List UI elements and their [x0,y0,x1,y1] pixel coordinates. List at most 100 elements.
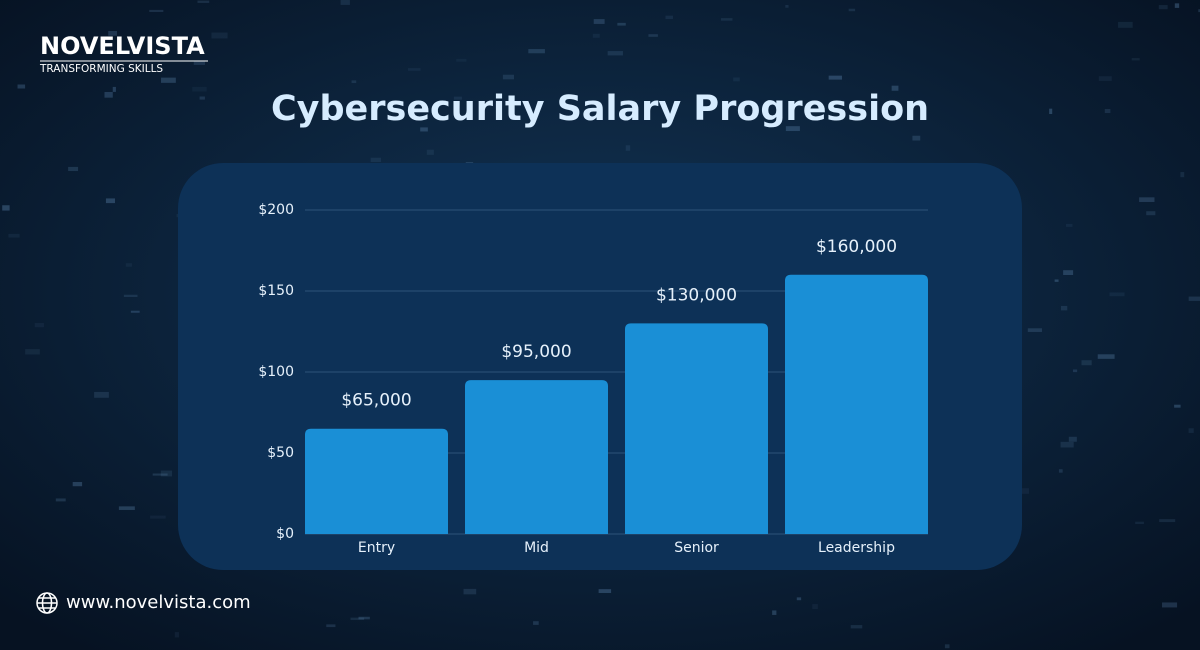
deco-dot [592,33,600,38]
deco-dot [1159,519,1176,523]
deco-dot [149,9,164,12]
deco-dot [607,51,623,56]
deco-dot [123,294,138,298]
deco-dot [197,0,210,3]
x-tick-label: Entry [358,540,395,556]
deco-dot [665,15,673,20]
deco-dot [720,18,733,21]
bar [785,274,928,534]
deco-dot [1058,469,1063,473]
deco-dot [150,515,166,519]
deco-dot [104,91,113,98]
deco-dot [407,68,421,71]
deco-dot [593,19,605,24]
deco-dot [812,604,818,610]
deco-dot [1068,436,1077,442]
deco-dot [1131,58,1140,61]
deco-dot [1104,109,1111,114]
deco-dot [1081,360,1092,366]
deco-dot [828,75,842,80]
deco-dot [1063,270,1074,276]
deco-dot [1060,441,1074,448]
deco-dot [1109,292,1125,297]
deco-dot [533,621,539,625]
deco-dot [456,58,467,62]
deco-dot [1188,428,1194,433]
y-tick-label: $100 [258,364,294,380]
deco-dot [211,32,228,39]
deco-dot [891,85,899,91]
deco-dot [108,30,117,36]
deco-dot [112,86,116,92]
deco-dot [350,101,356,105]
deco-dot [125,263,132,267]
deco-dot [350,617,365,620]
deco-dot [358,616,370,620]
deco-dot [68,166,79,172]
logo-name: NOVELVISTA [40,32,205,60]
deco-dot [118,506,135,510]
deco-dot [944,644,950,649]
deco-dot [648,34,658,37]
value-label: $160,000 [816,237,897,257]
value-label: $65,000 [341,391,411,411]
deco-dot [1027,328,1042,332]
deco-dot [785,126,800,132]
value-label: $130,000 [656,285,737,305]
deco-dot [796,597,802,601]
deco-dot [8,233,20,238]
deco-dot [1098,76,1112,81]
deco-dot [99,44,106,48]
deco-dot [463,588,477,595]
deco-dot [152,473,168,476]
deco-dot [420,127,428,132]
x-tick-label: Mid [524,540,549,556]
deco-dot [625,145,631,151]
deco-dot [453,96,462,100]
deco-dot [192,86,207,92]
deco-dot [528,49,545,54]
value-label: $95,000 [501,342,571,362]
deco-dot [161,77,176,83]
deco-dot [25,349,40,355]
deco-dot [326,624,336,628]
deco-dot [1072,369,1078,373]
x-tick-label: Leadership [818,540,895,556]
deco-dot [733,77,740,82]
deco-dot [1188,296,1200,301]
deco-dot [1097,354,1115,359]
deco-dot [850,625,863,629]
deco-dot [1065,223,1073,227]
deco-dot [199,96,205,100]
deco-dot [912,135,921,141]
deco-dot [785,5,789,8]
deco-dot [1180,172,1185,178]
deco-dot [502,74,515,80]
bar [625,323,768,534]
deco-dot [340,0,350,5]
deco-dot [130,310,140,313]
deco-dot [174,632,179,638]
deco-dot [193,61,206,65]
deco-dot [1158,5,1168,10]
y-tick-label: $50 [267,445,294,461]
logo-tagline: TRANSFORMING SKILLS [39,63,163,75]
deco-dot [55,498,66,502]
deco-dot [1060,305,1068,311]
deco-dot [2,205,10,211]
bar [465,380,608,534]
deco-dot [34,323,44,328]
y-tick-label: $200 [258,202,294,218]
x-tick-label: Senior [674,540,719,556]
deco-dot [1174,3,1180,8]
deco-dot [426,149,434,155]
chart-title: Cybersecurity Salary Progression [271,89,929,129]
deco-dot [1139,197,1155,202]
deco-dot [1162,602,1178,608]
deco-dot [1049,108,1053,115]
deco-dot [1118,21,1133,28]
deco-dot [1018,488,1030,494]
deco-dot [72,482,83,487]
